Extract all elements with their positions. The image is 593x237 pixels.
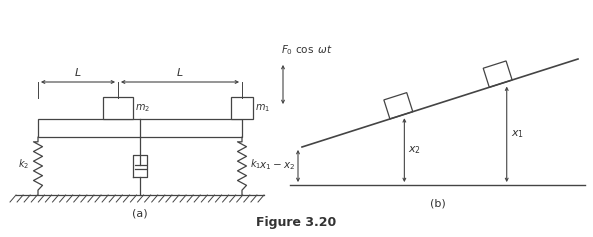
- Polygon shape: [231, 97, 253, 119]
- Text: Figure 3.20: Figure 3.20: [256, 216, 336, 229]
- Text: $L$: $L$: [74, 66, 82, 78]
- Text: (a): (a): [132, 208, 148, 218]
- Polygon shape: [38, 119, 242, 137]
- Text: $x_1-x_2$: $x_1-x_2$: [259, 160, 295, 172]
- Text: $k_2$: $k_2$: [18, 157, 30, 171]
- Polygon shape: [103, 97, 133, 119]
- Text: $F_0\ \cos\ \omega t$: $F_0\ \cos\ \omega t$: [281, 43, 333, 57]
- Text: (b): (b): [429, 198, 445, 208]
- Text: $k_1$: $k_1$: [250, 157, 262, 171]
- Text: $x_2$: $x_2$: [409, 144, 422, 156]
- Text: $x_1$: $x_1$: [511, 128, 524, 140]
- Polygon shape: [384, 93, 413, 119]
- Polygon shape: [483, 61, 512, 87]
- Text: $m_1$: $m_1$: [255, 102, 270, 114]
- Text: $m_2$: $m_2$: [135, 102, 150, 114]
- Text: $L$: $L$: [176, 66, 184, 78]
